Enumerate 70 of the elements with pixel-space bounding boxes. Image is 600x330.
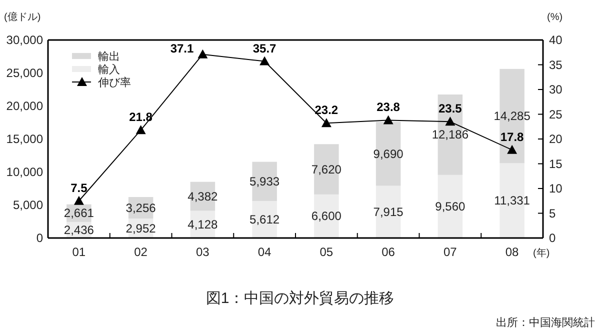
- data-label: 2,952: [126, 221, 156, 236]
- data-label: 2,661: [64, 206, 94, 220]
- y2-tick-label: 20: [549, 132, 563, 146]
- x-tick-label: 08: [505, 245, 520, 259]
- y-tick-label: 30,000: [6, 33, 44, 47]
- data-label: 6,600: [311, 209, 342, 224]
- data-label: 21.8: [129, 110, 153, 124]
- y2-tick-label: 40: [549, 33, 563, 47]
- x-tick-label: 05: [320, 245, 334, 259]
- bar: [376, 186, 401, 238]
- text: 図1：中国の対外貿易の推移: [206, 290, 394, 307]
- text: 出所：中国海関統計: [496, 316, 595, 329]
- y2-tick-label: 10: [549, 182, 563, 196]
- data-label: 4,128: [188, 217, 218, 232]
- x-tick-label: 04: [258, 245, 272, 259]
- data-label: 7,915: [373, 204, 404, 219]
- data-label: 35.7: [252, 41, 277, 56]
- data-label: 5,933: [250, 174, 280, 188]
- x-tick-label: 07: [444, 245, 458, 259]
- data-label: 9,690: [373, 146, 404, 161]
- y2-tick-label: 0: [549, 231, 556, 245]
- data-label: 17.8: [500, 130, 524, 144]
- point: [198, 49, 208, 58]
- point: [445, 116, 456, 126]
- y2-tick-label: 15: [549, 156, 563, 171]
- legend-label: 輸入: [98, 63, 120, 76]
- legend-label: 輸出: [98, 50, 120, 63]
- x-tick-label: 02: [134, 245, 148, 259]
- data-label: 2,436: [64, 222, 94, 237]
- data-label: 7.5: [70, 180, 88, 195]
- y-tick-label: 10,000: [6, 165, 44, 179]
- legend-label: 伸び率: [98, 76, 131, 89]
- point: [383, 115, 394, 124]
- bar: [252, 162, 277, 201]
- data-label: 5,612: [250, 212, 280, 226]
- data-label: 14,285: [494, 109, 531, 124]
- point: [321, 118, 332, 128]
- data-label: 4,382: [188, 189, 218, 204]
- data-label: 23.5: [438, 102, 462, 116]
- bar: [438, 174, 463, 238]
- x-axis-title: (年): [533, 247, 550, 259]
- y-tick-label: 5,000: [12, 198, 44, 212]
- y-tick-label: 0: [36, 231, 44, 245]
- bar: [314, 144, 339, 194]
- data-label: 12,186: [432, 128, 469, 142]
- x-tick-label: 01: [72, 245, 86, 259]
- y2-tick-label: 25: [549, 107, 563, 122]
- data-label: 37.1: [170, 41, 194, 56]
- data-label: 11,331: [494, 194, 530, 208]
- data-label: 9,560: [435, 199, 466, 214]
- bar: [314, 194, 339, 238]
- y-tick-label: 15,000: [6, 132, 44, 146]
- data-label: 3,256: [126, 200, 156, 215]
- point: [74, 196, 84, 205]
- y-tick-label: 25,000: [6, 66, 44, 80]
- point: [507, 144, 518, 154]
- data-label: 23.8: [376, 100, 400, 114]
- y2-tick-label: 30: [549, 82, 563, 96]
- x-tick-label: 06: [382, 245, 396, 259]
- point: [136, 125, 146, 134]
- data-label: 7,620: [311, 162, 342, 176]
- point: [260, 56, 270, 66]
- y2-tick-label: 5: [549, 206, 556, 220]
- bar: [376, 122, 401, 186]
- y-tick-label: 20,000: [6, 99, 44, 113]
- y2-tick-label: 35: [549, 58, 563, 72]
- y-axis-title: (億ドル): [4, 11, 41, 23]
- x-tick-label: 03: [196, 245, 210, 259]
- data-label: 23.2: [314, 103, 338, 118]
- y2-axis-title: (%): [547, 12, 563, 23]
